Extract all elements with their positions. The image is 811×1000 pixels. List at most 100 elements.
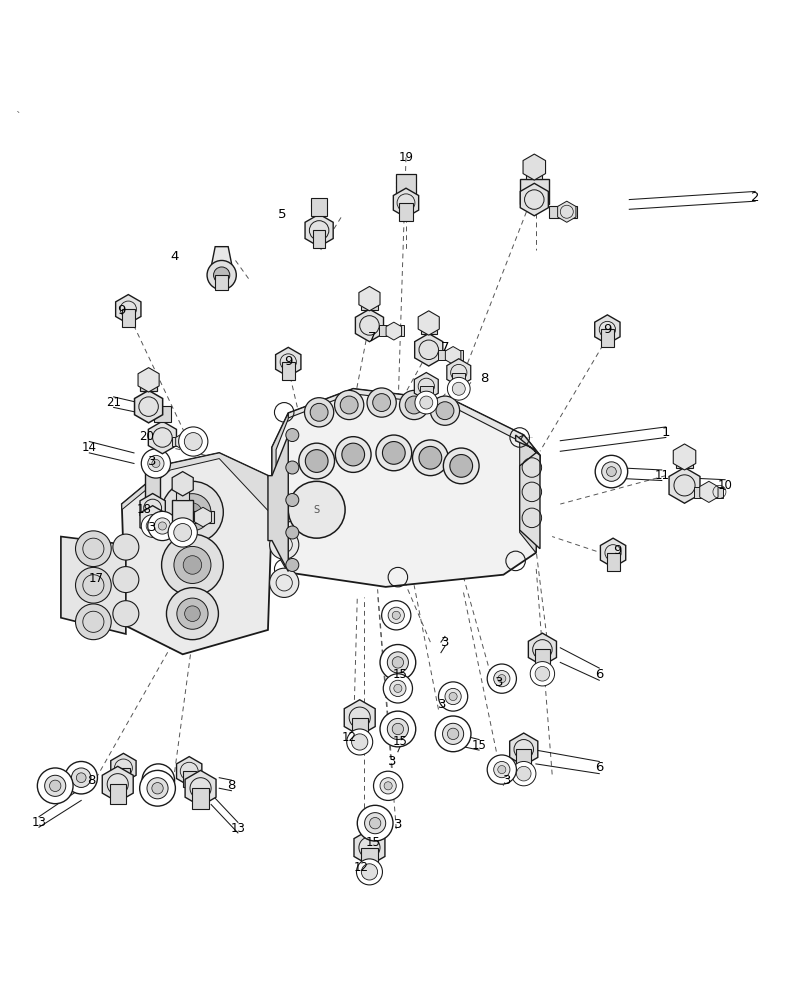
- Circle shape: [141, 515, 164, 537]
- Circle shape: [183, 556, 201, 574]
- Text: 13: 13: [32, 816, 46, 829]
- Circle shape: [369, 817, 380, 829]
- Circle shape: [148, 455, 164, 472]
- Circle shape: [487, 664, 516, 693]
- Circle shape: [392, 657, 403, 668]
- Bar: [172, 500, 193, 524]
- Circle shape: [418, 446, 441, 469]
- Circle shape: [487, 755, 516, 784]
- Polygon shape: [172, 472, 193, 496]
- Circle shape: [436, 402, 453, 420]
- Text: 6: 6: [594, 761, 603, 774]
- Circle shape: [380, 778, 396, 794]
- Bar: [311, 198, 327, 216]
- Text: 15: 15: [393, 735, 407, 748]
- Circle shape: [285, 494, 298, 506]
- Polygon shape: [355, 309, 383, 342]
- Polygon shape: [414, 334, 442, 366]
- Circle shape: [364, 813, 385, 834]
- Circle shape: [183, 503, 201, 521]
- Text: 3: 3: [393, 818, 401, 831]
- Bar: [379, 325, 403, 336]
- Bar: [519, 179, 548, 204]
- Circle shape: [65, 761, 97, 794]
- Bar: [122, 309, 135, 327]
- Circle shape: [516, 766, 530, 781]
- Text: S: S: [313, 505, 320, 515]
- Polygon shape: [288, 389, 523, 439]
- Circle shape: [419, 396, 432, 409]
- Circle shape: [75, 604, 111, 640]
- Circle shape: [447, 377, 470, 400]
- Circle shape: [154, 518, 170, 534]
- Text: 17: 17: [88, 572, 103, 585]
- Circle shape: [511, 761, 535, 786]
- Text: 3: 3: [495, 676, 503, 689]
- Text: 3: 3: [440, 636, 448, 649]
- Circle shape: [367, 388, 396, 417]
- Text: 9: 9: [118, 304, 126, 317]
- Circle shape: [139, 770, 175, 806]
- Text: 19: 19: [398, 151, 413, 164]
- Circle shape: [168, 518, 197, 547]
- Circle shape: [161, 534, 223, 596]
- Bar: [516, 749, 530, 770]
- Polygon shape: [344, 700, 375, 735]
- Circle shape: [373, 771, 402, 800]
- Polygon shape: [594, 315, 620, 344]
- Circle shape: [285, 461, 298, 474]
- Polygon shape: [509, 733, 537, 766]
- Circle shape: [75, 567, 111, 603]
- Polygon shape: [672, 444, 695, 470]
- Circle shape: [357, 805, 393, 841]
- Polygon shape: [122, 453, 272, 511]
- Text: 13: 13: [230, 822, 245, 835]
- Circle shape: [387, 718, 408, 740]
- Text: 21: 21: [106, 396, 121, 409]
- Polygon shape: [354, 830, 384, 865]
- Circle shape: [606, 467, 616, 476]
- Polygon shape: [519, 435, 539, 553]
- Text: 20: 20: [139, 430, 153, 443]
- Text: 3: 3: [148, 455, 157, 468]
- Circle shape: [444, 688, 461, 705]
- Circle shape: [449, 455, 472, 477]
- Circle shape: [447, 728, 458, 740]
- Circle shape: [37, 768, 73, 804]
- Text: 14: 14: [82, 441, 97, 454]
- Circle shape: [399, 390, 428, 420]
- Circle shape: [305, 450, 328, 472]
- Circle shape: [147, 778, 168, 799]
- Circle shape: [285, 429, 298, 442]
- Bar: [548, 206, 577, 218]
- Circle shape: [304, 398, 333, 427]
- Circle shape: [213, 267, 230, 283]
- Circle shape: [142, 764, 174, 796]
- Circle shape: [392, 611, 400, 619]
- Circle shape: [388, 607, 404, 623]
- Circle shape: [184, 606, 200, 621]
- Text: 3: 3: [388, 755, 396, 768]
- Bar: [676, 451, 692, 468]
- Polygon shape: [176, 757, 202, 786]
- Polygon shape: [195, 507, 211, 527]
- Bar: [313, 230, 324, 248]
- Text: 15: 15: [393, 668, 407, 681]
- Circle shape: [346, 729, 372, 755]
- Polygon shape: [61, 537, 126, 634]
- Circle shape: [166, 588, 218, 640]
- Circle shape: [375, 435, 411, 471]
- Bar: [117, 768, 130, 784]
- Bar: [396, 174, 415, 197]
- Bar: [145, 461, 160, 506]
- Polygon shape: [115, 295, 141, 324]
- Polygon shape: [358, 286, 380, 311]
- Circle shape: [383, 674, 412, 703]
- Text: 8: 8: [479, 372, 487, 385]
- Bar: [420, 316, 436, 334]
- Bar: [361, 848, 377, 868]
- Circle shape: [412, 440, 448, 476]
- Circle shape: [174, 546, 211, 583]
- Circle shape: [534, 666, 549, 681]
- Circle shape: [288, 481, 345, 538]
